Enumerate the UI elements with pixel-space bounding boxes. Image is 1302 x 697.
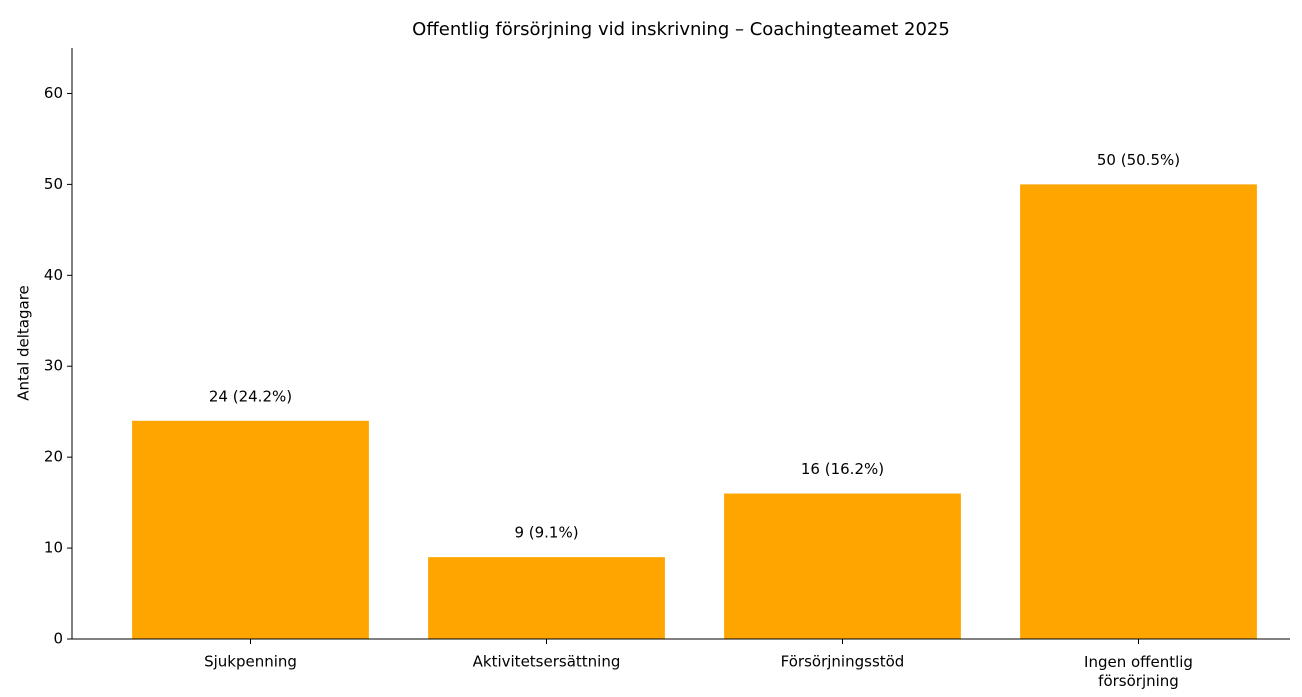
y-axis-label: Antal deltagare	[15, 285, 33, 401]
bar	[1020, 184, 1257, 639]
x-tick-label: Ingen offentlig försörjning	[1084, 653, 1193, 690]
y-tick-label: 40	[44, 266, 63, 284]
value-label: 50 (50.5%)	[1097, 151, 1180, 169]
y-tick-label: 10	[44, 539, 63, 557]
bar	[724, 493, 961, 639]
y-tick-label: 50	[44, 175, 63, 193]
value-label: 24 (24.2%)	[209, 387, 292, 405]
value-label: 16 (16.2%)	[801, 460, 884, 478]
bar	[428, 557, 665, 639]
value-label: 9 (9.1%)	[514, 524, 578, 542]
y-tick-label: 0	[53, 630, 63, 648]
y-tick-label: 20	[44, 448, 63, 466]
y-tick-label: 60	[44, 84, 63, 102]
x-tick-label: Aktivitetsersättning	[473, 653, 621, 671]
bar	[132, 420, 369, 639]
chart-title: Offentlig försörjning vid inskrivning – …	[412, 19, 950, 40]
x-tick-label: Sjukpenning	[204, 653, 297, 671]
y-tick-label: 30	[44, 357, 63, 375]
x-tick-label: Försörjningsstöd	[781, 653, 905, 671]
